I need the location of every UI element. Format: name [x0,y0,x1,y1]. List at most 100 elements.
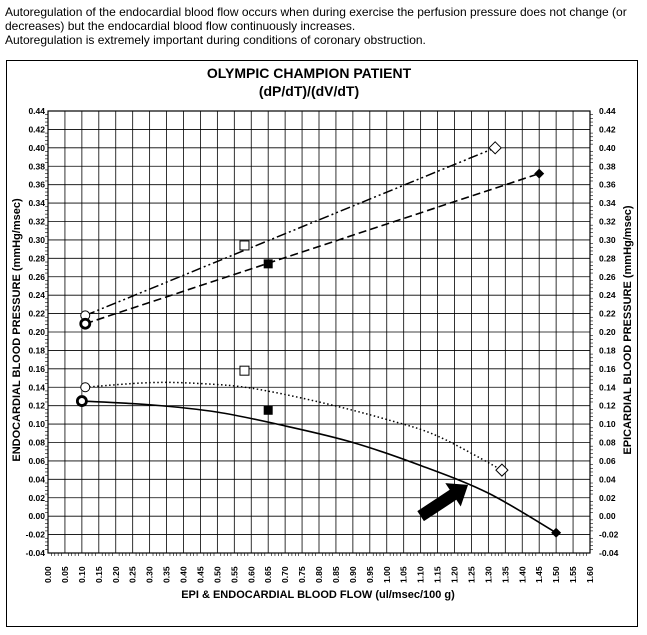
data-point-filled-diamond [534,168,545,179]
markers [75,141,562,538]
y-tick-label-left: -0.04 [26,548,46,558]
y-tick-label-right: -0.02 [599,530,619,540]
y-tick-label-right: 0.34 [599,198,616,208]
data-point-filled-diamond [551,527,562,538]
y-tick-label-left: 0.12 [28,401,45,411]
y-tick-label-right: 0.36 [599,180,616,190]
y-tick-label-right: 0.08 [599,438,616,448]
y-tick-label-right: 0.14 [599,382,616,392]
x-tick-label: 0.10 [77,566,87,583]
grid [47,110,591,554]
series-line-2 [85,172,540,325]
x-tick-label: 0.45 [195,566,205,583]
y-tick-label-left: 0.18 [28,345,45,355]
y-tick-label-right: 0.28 [599,253,616,263]
y-tick-label-right: 0.20 [599,327,616,337]
x-tick-label: 0.30 [145,566,155,583]
y-tick-label-left: 0.00 [28,511,45,521]
chart-title: OLYMPIC CHAMPION PATIENT [207,65,412,81]
y-tick-label-left: 0.08 [28,438,45,448]
data-point-bold-circle [79,317,92,330]
caption-line-2: decreases) but the endocardial blood flo… [5,19,356,33]
data-point-bold-circle [75,395,88,407]
y-tick-label-left: 0.10 [28,419,45,429]
y-tick-label-right: 0.38 [599,161,616,171]
data-point-open-diamond [495,463,509,477]
y-tick-label-left: 0.06 [28,456,45,466]
x-tick-label: 0.00 [43,566,53,583]
plot-border [47,110,591,554]
y-tick-label-left: 0.04 [28,474,45,484]
y-tick-label-right: 0.02 [599,493,616,503]
y-axis-label-left: ENDOCARDIAL BLOOD PRESSURE (mmHg/msec) [11,198,23,462]
x-tick-label: 1.00 [382,566,392,583]
x-tick-label: 1.40 [517,566,527,583]
x-tick-label: 1.45 [534,566,544,583]
x-tick-label: 1.35 [500,566,510,583]
data-point-open-square [239,365,250,376]
x-tick-label: 1.10 [416,566,426,583]
y-tick-label-right: 0.30 [599,235,616,245]
y-tick-label-right: -0.04 [599,548,619,558]
x-tick-label: 1.55 [568,566,578,583]
series-line-3 [85,381,503,471]
y-tick-label-right: 0.12 [599,401,616,411]
series [81,147,557,534]
y-tick-label-left: 0.28 [28,253,45,263]
y-tick-label-right: 0.10 [599,419,616,429]
x-tick-label: 1.05 [399,566,409,583]
y-tick-label-right: 0.04 [599,474,616,484]
x-tick-label: 0.65 [263,566,273,583]
annotation-arrow [417,483,469,522]
data-point-filled-square [263,405,273,415]
series-line-4 [81,400,557,534]
caption: Autoregulation of the endocardial blood … [5,5,645,47]
y-tick-label-left: 0.24 [28,290,45,300]
x-axis-label: EPI & ENDOCARDIAL BLOOD FLOW (ul/msec/10… [181,589,455,601]
caption-line-1: Autoregulation of the endocardial blood … [5,5,627,19]
y-tick-label-right: 0.42 [599,124,616,134]
x-tick-label: 1.15 [433,566,443,583]
x-tick-label: 0.40 [179,566,189,583]
x-tick-label: 1.60 [585,566,595,583]
x-tick-label: 0.55 [229,566,239,583]
x-tick-label: 1.25 [466,566,476,583]
y-tick-label-left: 0.30 [28,235,45,245]
y-tick-label-right: 0.06 [599,456,616,466]
caption-line-3: Autoregulation is extremely important du… [5,33,426,47]
y-tick-label-left: 0.16 [28,364,45,374]
y-tick-label-left: 0.36 [28,180,45,190]
y-tick-label-left: 0.22 [28,309,45,319]
y-tick-label-left: 0.40 [28,143,45,153]
chart-frame [6,60,638,627]
y-tick-label-right: 0.00 [599,511,616,521]
y-tick-label-right: 0.24 [599,290,616,300]
y-axis-label-right: EPICARDIAL BLOOD PRESSURE (mmHg/msec) [622,205,634,455]
x-tick-label: 0.90 [348,566,358,583]
y-tick-label-left: 0.32 [28,217,45,227]
y-tick-label-left: 0.14 [28,382,45,392]
y-tick-label-right: 0.40 [599,143,616,153]
x-tick-label: 0.85 [331,566,341,583]
y-tick-label-left: 0.42 [28,124,45,134]
y-tick-label-left: 0.26 [28,272,45,282]
x-tick-label: 0.20 [111,566,121,583]
chart-subtitle: (dP/dT)/(dV/dT) [259,83,359,99]
data-point-filled-square [263,259,273,269]
x-tick-label: 0.25 [128,566,138,583]
data-point-open-circle [80,382,91,393]
data-point-open-square [239,240,250,251]
x-tick-label: 0.35 [162,566,172,583]
y-tick-label-left: 0.20 [28,327,45,337]
y-tick-label-right: 0.32 [599,217,616,227]
y-tick-label-left: -0.02 [26,530,46,540]
x-tick-label: 0.05 [60,566,70,583]
annotations [417,483,469,522]
y-tick-label-right: 0.22 [599,309,616,319]
y-tick-label-left: 0.38 [28,161,45,171]
x-tick-label: 0.50 [212,566,222,583]
y-tick-label-left: 0.44 [28,106,45,116]
y-tick-label-left: 0.02 [28,493,45,503]
x-tick-label: 1.20 [450,566,460,583]
